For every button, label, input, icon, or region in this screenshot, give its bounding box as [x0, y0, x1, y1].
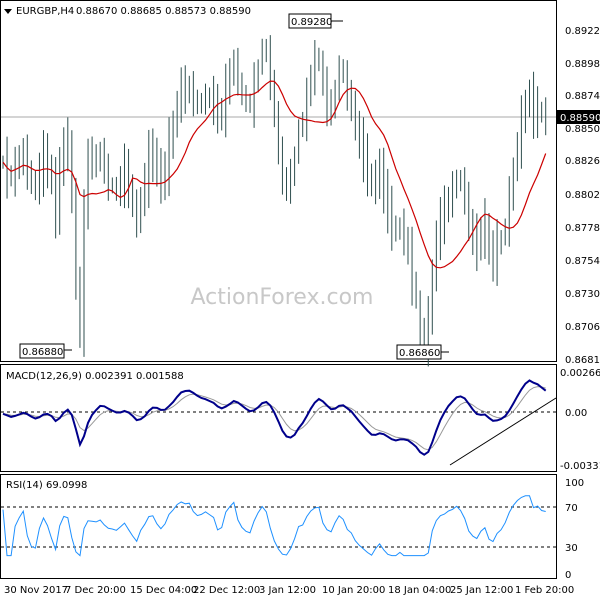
price-panel — [0, 0, 557, 362]
high-price-label: 0.89280 — [291, 17, 332, 28]
time-tick: 3 Jan 12:00 — [259, 585, 316, 596]
current-price-badge — [557, 110, 600, 124]
macd-signal-line — [2, 386, 546, 451]
rsi-label: RSI(14) 69.0998 — [6, 480, 87, 491]
price-tick: 0.86815 — [565, 355, 600, 366]
rsi-tick: 100 — [565, 478, 584, 489]
low1-price-label: 0.86880 — [22, 347, 63, 358]
time-axis: 30 Nov 2017 7 Dec 20:00 15 Dec 04:00 22 … — [4, 585, 574, 596]
low2-price-box: 0.86860 — [396, 344, 449, 360]
price-bars — [2, 35, 547, 367]
time-tick: 18 Jan 04:00 — [388, 585, 451, 596]
macd-tick: 0.002663 — [560, 368, 600, 379]
time-tick: 10 Jan 20:00 — [322, 585, 385, 596]
macd-panel — [0, 364, 557, 472]
high-price-box: 0.89280 — [288, 13, 343, 29]
time-tick: 22 Dec 12:00 — [193, 585, 260, 596]
time-tick: 7 Dec 20:00 — [65, 585, 126, 596]
macd-tick: 0.00 — [565, 408, 587, 419]
watermark: ActionForex.com — [191, 285, 374, 310]
moving-average-line — [2, 80, 547, 269]
ohlc-label: 0.88670 0.88685 0.88573 0.88590 — [76, 6, 251, 17]
current-price-label: 0.88590 — [560, 113, 600, 124]
price-tick: 0.89225 — [565, 26, 600, 37]
rsi-line — [2, 495, 546, 557]
rsi-tick: 70 — [565, 503, 578, 514]
macd-trendline — [449, 397, 557, 466]
macd-tick: -0.003319 — [560, 461, 600, 472]
rsi-tick: 30 — [565, 543, 578, 554]
time-tick: 25 Jan 12:00 — [450, 585, 513, 596]
time-tick: 30 Nov 2017 — [4, 585, 68, 596]
macd-label: MACD(12,26,9) 0.002391 0.001588 — [6, 371, 184, 382]
time-tick: 15 Dec 04:00 — [130, 585, 197, 596]
low2-price-label: 0.86860 — [399, 348, 440, 359]
macd-line — [2, 379, 547, 456]
dropdown-triangle-icon — [4, 9, 12, 14]
symbol-label: EURGBP,H4 — [16, 6, 74, 17]
rsi-tick: 0 — [565, 570, 571, 581]
rsi-panel — [0, 474, 557, 579]
low1-price-box: 0.86880 — [19, 343, 72, 359]
time-tick: 1 Feb 20:00 — [515, 585, 574, 596]
